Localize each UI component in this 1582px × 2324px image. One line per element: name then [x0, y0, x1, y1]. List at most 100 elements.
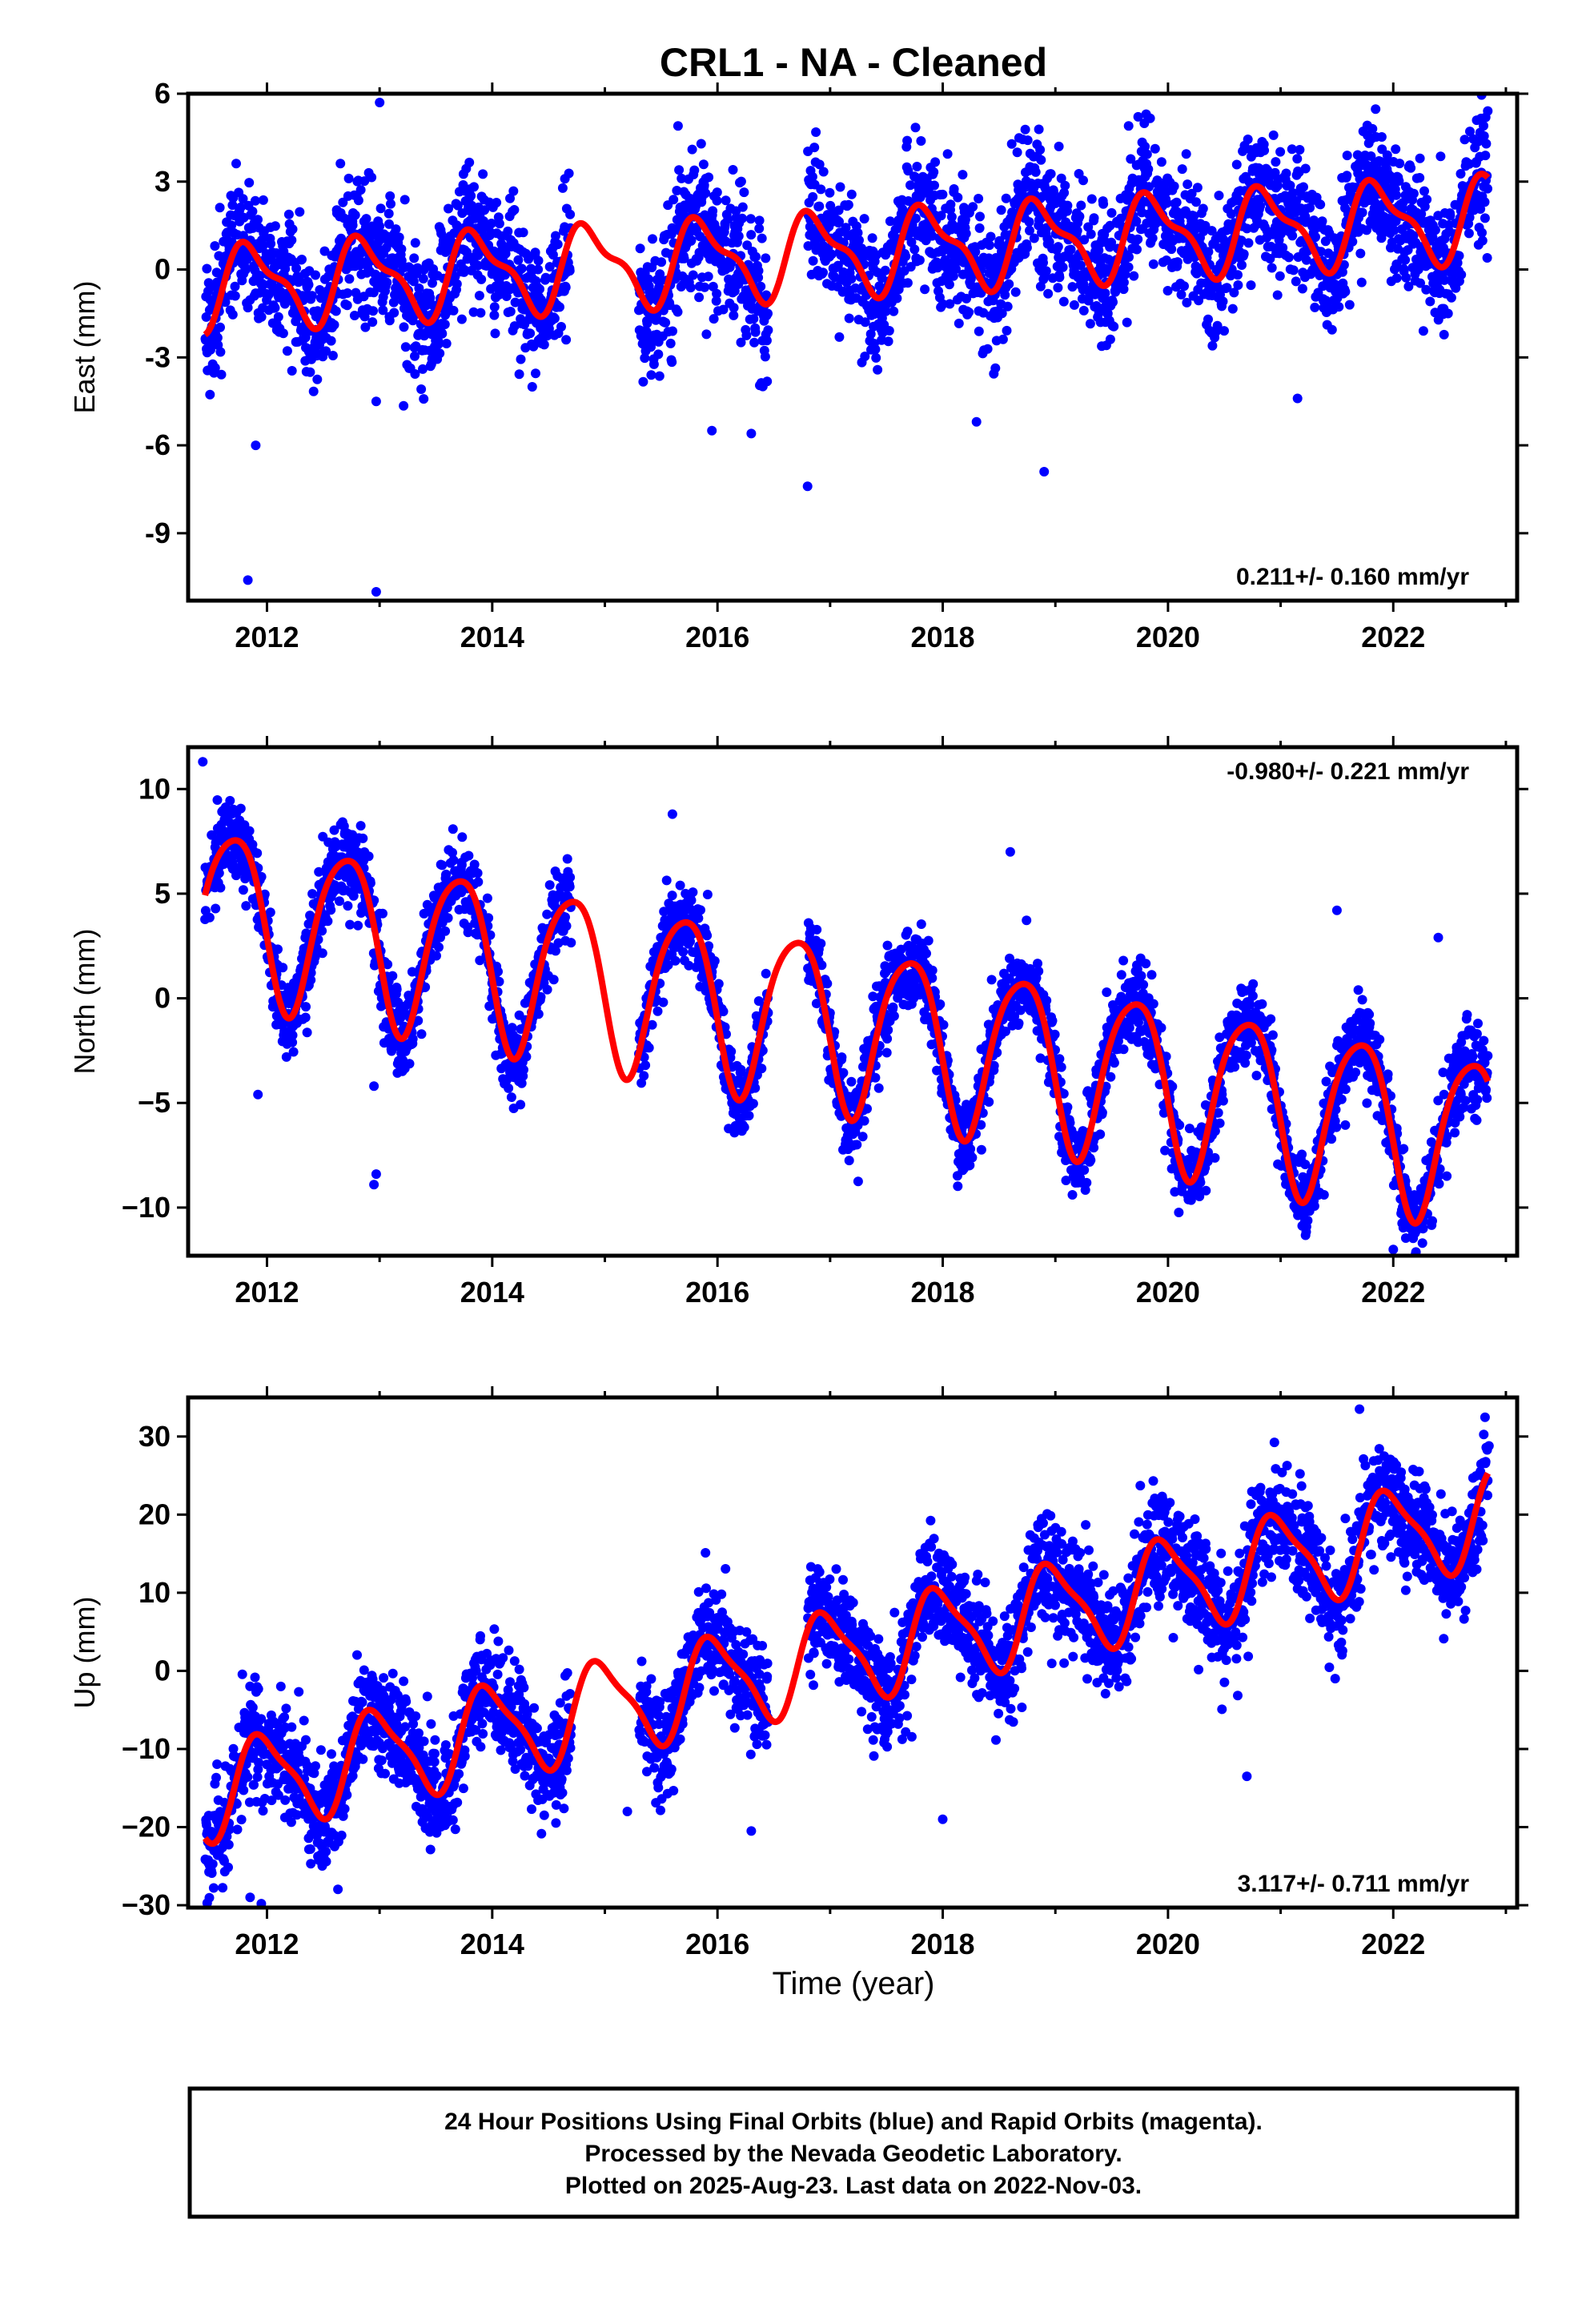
east-data-point [1347, 236, 1358, 247]
east-data-point [808, 255, 818, 266]
east-data-point [1100, 288, 1110, 299]
east-data-point [414, 283, 424, 293]
east-data-point [701, 188, 711, 199]
east-data-point [914, 255, 925, 265]
east-data-point [255, 271, 265, 281]
east-data-point [1058, 296, 1069, 307]
east-data-point [270, 221, 280, 231]
east-y-tick-label: 6 [155, 77, 171, 110]
east-data-point [437, 328, 448, 339]
east-data-point [903, 166, 913, 176]
north-data-point [464, 850, 474, 861]
east-data-point [737, 213, 747, 223]
east-data-point [527, 382, 537, 392]
east-data-point [1191, 197, 1201, 207]
east-data-point [478, 169, 488, 179]
east-data-point [1342, 171, 1352, 181]
east-data-point [912, 162, 922, 171]
east-data-point [700, 282, 710, 292]
east-data-point [1123, 262, 1134, 272]
east-data-point [1334, 302, 1344, 312]
east-data-point [998, 334, 1008, 344]
east-data-point [760, 352, 770, 362]
east-data-point [486, 219, 496, 228]
east-data-point [210, 363, 220, 373]
north-data-point [473, 877, 484, 887]
east-data-point [1056, 173, 1066, 183]
east-data-point [287, 224, 298, 235]
east-x-tick-label: 2020 [1136, 621, 1200, 653]
east-data-point [1192, 183, 1203, 193]
east-data-point [1054, 141, 1064, 151]
east-data-point [291, 263, 302, 274]
north-data-point [482, 893, 492, 903]
north-data-point [212, 795, 223, 805]
east-data-point [648, 359, 659, 369]
east-data-point [307, 291, 317, 301]
east-data-point [300, 332, 311, 343]
east-data-point [1086, 194, 1097, 204]
north-data-point [432, 951, 441, 961]
north-data-point [566, 938, 576, 948]
north-data-point [542, 984, 552, 995]
east-data-point [1030, 167, 1041, 177]
east-data-point [1120, 269, 1130, 279]
east-data-point [435, 348, 445, 359]
east-y-tick-label: -6 [145, 428, 171, 461]
east-data-point [509, 205, 520, 215]
east-data-point [1422, 195, 1432, 205]
east-data-point [1483, 183, 1492, 194]
east-data-point [478, 216, 488, 226]
east-data-point [525, 328, 536, 339]
east-data-point [964, 307, 974, 317]
east-data-point [1040, 183, 1050, 193]
east-data-point [704, 172, 714, 183]
east-data-point [946, 211, 957, 222]
east-data-point [1371, 104, 1381, 115]
north-data-point [548, 975, 559, 985]
east-data-point [1059, 187, 1070, 198]
east-data-point [698, 159, 709, 170]
east-data-point [361, 214, 371, 224]
north-data-point [244, 826, 255, 836]
north-data-point [440, 926, 451, 936]
east-data-point [1400, 255, 1411, 265]
east-data-point [884, 326, 894, 336]
east-data-point [400, 195, 410, 205]
east-data-point [930, 180, 939, 191]
east-data-point [1285, 180, 1295, 191]
east-data-point [353, 195, 363, 206]
north-data-point [343, 901, 353, 911]
east-data-point [749, 314, 759, 324]
east-data-point [940, 255, 950, 265]
east-data-point [1089, 213, 1099, 223]
east-data-point [961, 228, 971, 239]
east-data-point [1382, 157, 1391, 167]
east-data-point [1025, 225, 1034, 235]
east-data-point [419, 394, 429, 404]
east-data-point [844, 313, 854, 324]
east-data-point [1106, 237, 1117, 247]
north-data-point [300, 1012, 311, 1023]
east-data-point [673, 307, 683, 317]
east-data-point [654, 371, 665, 381]
east-data-point [1443, 308, 1453, 319]
east-data-point [238, 194, 248, 204]
east-data-point [746, 428, 757, 439]
north-data-point [441, 869, 452, 879]
east-data-point [1480, 197, 1490, 207]
east-data-point [1182, 179, 1193, 190]
east-data-point [646, 370, 656, 380]
east-data-point [266, 239, 276, 249]
east-data-point [243, 303, 253, 313]
north-data-point [564, 882, 575, 892]
east-data-point [1287, 231, 1298, 241]
east-data-point [1480, 213, 1490, 223]
east-data-point [1233, 280, 1243, 290]
east-data-point [1106, 207, 1117, 218]
east-data-point [814, 201, 825, 211]
east-data-point [938, 299, 948, 309]
east-data-point [1029, 233, 1039, 243]
east-data-point [749, 337, 760, 348]
